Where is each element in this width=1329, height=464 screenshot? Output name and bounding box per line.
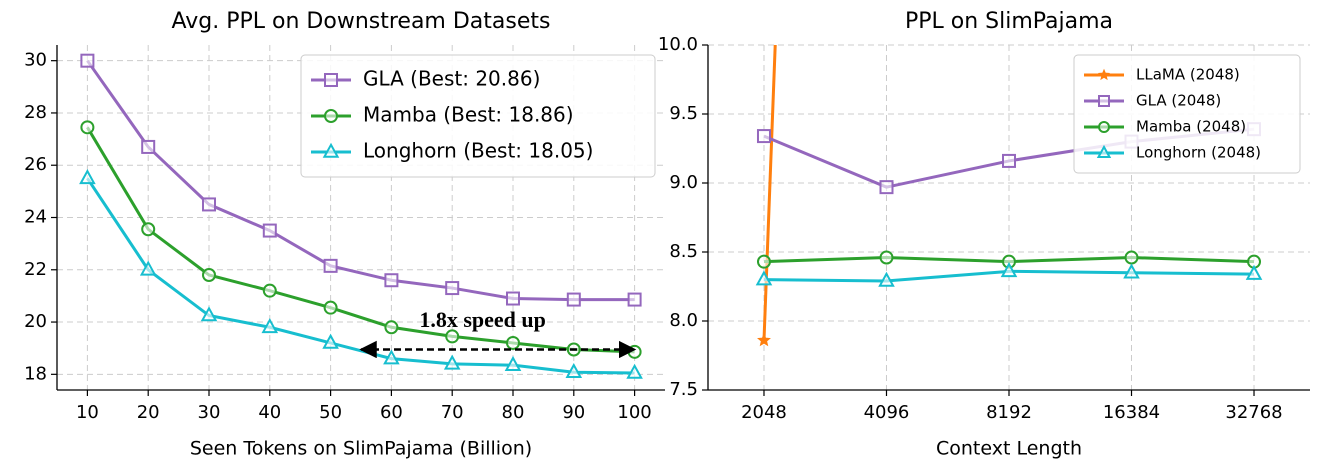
legend-label: GLA (Best: 20.86) [363, 67, 540, 91]
chart-title: Avg. PPL on Downstream Datasets [172, 9, 551, 34]
x-tick-label: 40 [258, 402, 281, 423]
marker [566, 292, 581, 307]
y-tick-label: 8.0 [669, 310, 698, 331]
marker [627, 344, 642, 359]
marker [80, 53, 95, 68]
legend-marker [1098, 95, 1110, 107]
marker [757, 333, 771, 347]
marker [626, 363, 643, 379]
x-tick-label: 80 [502, 402, 525, 423]
y-tick-label: 7.5 [669, 379, 698, 400]
legend-label: Mamba (Best: 18.86) [363, 103, 574, 127]
marker [506, 335, 520, 350]
x-axis-label: Context Length [936, 438, 1082, 460]
marker [443, 354, 461, 370]
marker [1123, 263, 1140, 279]
x-tick-label: 100 [617, 402, 651, 423]
legend-marker [1098, 68, 1110, 81]
marker [79, 169, 96, 185]
x-tick-label: 50 [319, 402, 342, 423]
legend-label: Mamba (2048) [1136, 118, 1246, 136]
x-tick-label: 2048 [741, 402, 787, 423]
marker [323, 300, 338, 315]
marker [879, 180, 894, 195]
marker [323, 258, 338, 273]
series-line [762, 45, 777, 341]
marker [262, 223, 277, 238]
marker [755, 270, 773, 286]
marker [141, 222, 156, 237]
x-tick-label: 10 [76, 402, 99, 423]
marker [80, 120, 95, 135]
marker [445, 329, 460, 344]
legend-box [1073, 54, 1301, 174]
marker [262, 283, 277, 298]
y-tick-label: 30 [24, 50, 47, 71]
marker [627, 292, 642, 307]
x-tick-label: 30 [198, 402, 221, 423]
y-tick-label: 20 [24, 311, 47, 332]
x-tick-label: 16384 [1103, 402, 1160, 423]
marker [879, 250, 894, 265]
chart-title: PPL on SlimPajama [905, 9, 1113, 34]
marker [445, 281, 460, 296]
legend-marker [1098, 121, 1110, 133]
y-tick-label: 9.5 [669, 103, 698, 124]
marker [1245, 264, 1263, 280]
legend-marker [324, 73, 338, 87]
marker [141, 139, 156, 154]
x-tick-label: 70 [441, 402, 464, 423]
legend-label: Longhorn (2048) [1136, 144, 1261, 162]
marker [202, 197, 216, 212]
y-tick-label: 8.5 [669, 241, 698, 262]
x-tick-label: 60 [380, 402, 403, 423]
legend-marker [324, 109, 338, 123]
x-tick-label: 20 [137, 402, 160, 423]
marker [1000, 262, 1018, 278]
marker [261, 317, 279, 334]
x-tick-label: 4096 [864, 402, 910, 423]
legend-marker [1096, 144, 1112, 158]
y-tick-label: 24 [24, 207, 47, 228]
marker [322, 333, 339, 349]
annotation-text: 1.8x speed up [419, 307, 546, 332]
legend-label: Longhorn (Best: 18.05) [363, 139, 593, 163]
series-line [86, 177, 635, 375]
marker [202, 268, 216, 282]
marker [384, 320, 399, 335]
marker [506, 291, 520, 306]
marker [1002, 153, 1016, 168]
x-tick-label: 8192 [986, 402, 1032, 423]
marker [200, 306, 218, 322]
marker [1124, 250, 1139, 265]
marker [139, 260, 157, 276]
marker [565, 362, 583, 379]
y-tick-label: 28 [24, 102, 47, 123]
y-tick-label: 26 [24, 154, 47, 175]
marker [384, 273, 399, 288]
marker [756, 254, 771, 269]
legend-box [300, 54, 656, 178]
series-line [86, 59, 635, 302]
x-axis-label: Seen Tokens on SlimPajama (Billion) [190, 438, 532, 460]
legend-label: LLaMA (2048) [1136, 66, 1240, 84]
legend-marker [322, 142, 340, 158]
y-tick-label: 9.0 [669, 172, 698, 193]
marker [756, 129, 771, 144]
legend-label: GLA (2048) [1136, 92, 1221, 110]
marker [504, 355, 522, 371]
y-tick-label: 18 [24, 363, 47, 384]
x-tick-label: 90 [562, 402, 585, 423]
marker [878, 271, 895, 287]
x-tick-label: 32768 [1225, 402, 1282, 423]
y-tick-label: 22 [24, 259, 47, 280]
y-tick-label: 10.0 [658, 34, 698, 55]
